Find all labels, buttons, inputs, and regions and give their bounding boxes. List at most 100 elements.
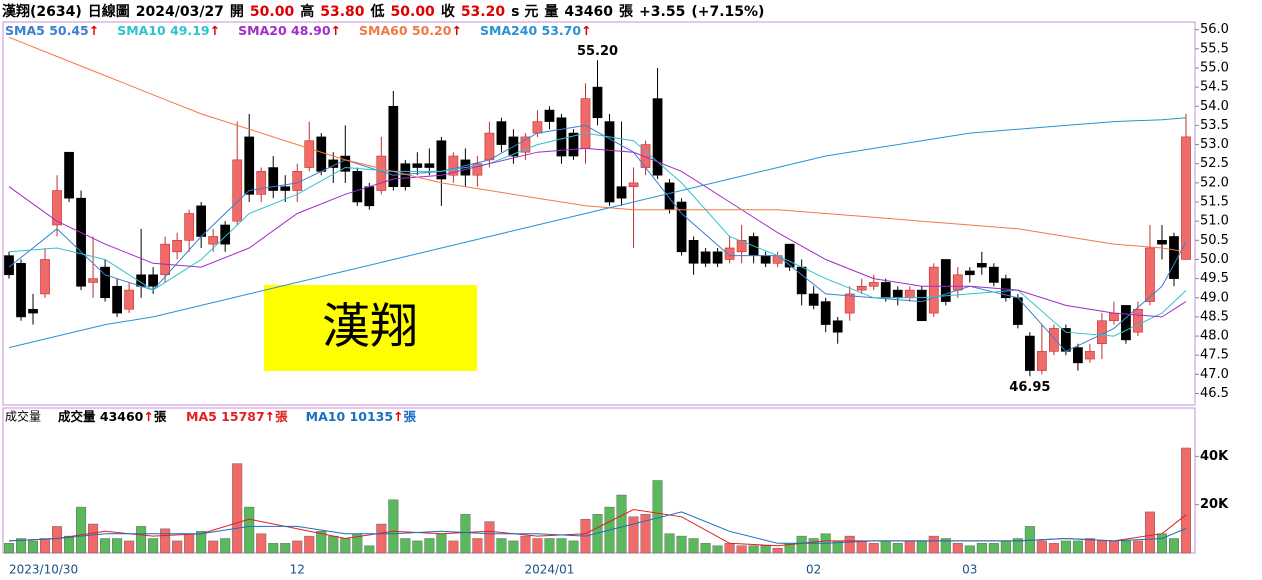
volume-bar — [1060, 540, 1071, 554]
volume-bar — [364, 545, 375, 554]
candle-body — [652, 98, 663, 176]
y-tick-label: 50.5 — [1200, 233, 1229, 248]
candle-body — [724, 247, 735, 260]
volume-bar — [1132, 540, 1143, 554]
candle-body — [712, 251, 723, 264]
y-tick-label: 49.5 — [1200, 271, 1229, 286]
header-item: 開 — [229, 4, 244, 20]
vol-ma-line — [8, 511, 1187, 544]
y-tick-label: 51.5 — [1200, 195, 1229, 210]
y-tick-label: 53.0 — [1200, 137, 1229, 152]
candle-body — [616, 186, 627, 199]
volume-bar — [172, 540, 183, 554]
volume-bar — [496, 538, 507, 554]
candle-body — [1145, 247, 1155, 302]
legend-name: SMA5 — [5, 23, 45, 38]
volume-bar — [1168, 538, 1179, 554]
volume-bar — [928, 535, 939, 554]
header-item: +3.55 — [639, 4, 686, 20]
volume-bar — [904, 540, 915, 554]
legend-trend: ↑ — [210, 23, 220, 38]
legend-entry: 成交量 43460↑張 — [58, 409, 167, 424]
volume-bar — [688, 538, 699, 554]
volume-bar — [400, 538, 411, 554]
candle-body — [1049, 328, 1059, 352]
header-item: 50.00 — [249, 4, 295, 20]
candle-body — [124, 289, 134, 310]
candle-body — [40, 259, 50, 295]
candle-body — [676, 201, 687, 253]
volume-bar — [88, 523, 99, 554]
header-item: 50.00 — [390, 4, 435, 20]
candle-body — [244, 136, 255, 195]
candle-body — [964, 270, 975, 276]
candle-body — [532, 121, 543, 134]
candle-body — [1073, 347, 1083, 364]
candle-body — [976, 262, 987, 268]
header-item: 2024/03/27 — [135, 4, 224, 20]
candle-body — [76, 197, 86, 287]
candle-body — [64, 151, 74, 199]
volume-bar — [1108, 540, 1119, 554]
legend-entry: SMA10 49.19↑ — [117, 23, 220, 38]
volume-bar — [1156, 533, 1167, 554]
candle-body — [568, 132, 579, 157]
volume-bar — [592, 514, 603, 554]
candle-body — [184, 213, 195, 241]
volume-bar — [328, 535, 339, 554]
volume-bar — [52, 526, 63, 554]
volume-bar — [760, 545, 771, 554]
ma-line — [8, 132, 1187, 337]
volume-bar — [532, 538, 543, 554]
volume-bar — [1144, 511, 1155, 554]
volume-bar — [880, 540, 891, 554]
candle-body — [628, 182, 639, 187]
candle-body — [664, 182, 675, 210]
y-tick-label: 46.5 — [1200, 386, 1229, 401]
legend-trend: ↑ — [581, 23, 591, 38]
volume-bar — [28, 540, 39, 554]
volume-bar — [736, 545, 747, 554]
candle-body — [856, 285, 867, 291]
legend-name: SMA10 — [117, 23, 166, 38]
y-tick-label: 56.0 — [1200, 22, 1229, 37]
candle-body — [1169, 236, 1179, 279]
ma-line — [8, 117, 1187, 349]
vol-title: 成交量 — [5, 409, 41, 424]
volume-bar — [280, 543, 291, 554]
header-item: 43460 — [564, 4, 614, 20]
volume-bar — [1180, 447, 1191, 554]
legend-value: 53.70 — [542, 23, 582, 38]
candle-body — [484, 132, 495, 161]
legend-trend: ↑ — [393, 409, 403, 424]
volume-bar — [1072, 540, 1083, 554]
volume-bar — [16, 538, 27, 554]
candle-body — [256, 171, 267, 195]
candle-body — [88, 278, 98, 283]
header: 漢翔(2634) 日線圖 2024/03/27 開 50.00 高 53.80 低 50.00 收… — [2, 1, 770, 21]
candle-body — [1157, 240, 1167, 245]
volume-bar — [748, 545, 759, 554]
candle-body — [832, 320, 843, 333]
volume-bar — [448, 540, 459, 554]
candle-body — [580, 98, 591, 149]
volume-bar — [388, 499, 399, 554]
candle-body — [880, 282, 891, 299]
volume-bar — [244, 506, 255, 554]
candle-body — [928, 266, 939, 314]
header-item: 張 — [619, 4, 634, 20]
candle-body — [808, 293, 819, 306]
price-panel — [2, 21, 1196, 406]
candle-body — [160, 243, 171, 276]
volume-bar — [4, 543, 15, 554]
ma-line — [8, 147, 1187, 318]
legend-name: MA5 — [186, 409, 217, 424]
legend-unit: 張 — [275, 409, 288, 424]
volume-bar — [40, 538, 51, 554]
volume-bar — [268, 543, 279, 554]
candle-body — [280, 186, 291, 191]
y-tick-label: 54.0 — [1200, 99, 1229, 114]
volume-bar — [196, 531, 207, 554]
y-tick-label: 52.5 — [1200, 156, 1229, 171]
